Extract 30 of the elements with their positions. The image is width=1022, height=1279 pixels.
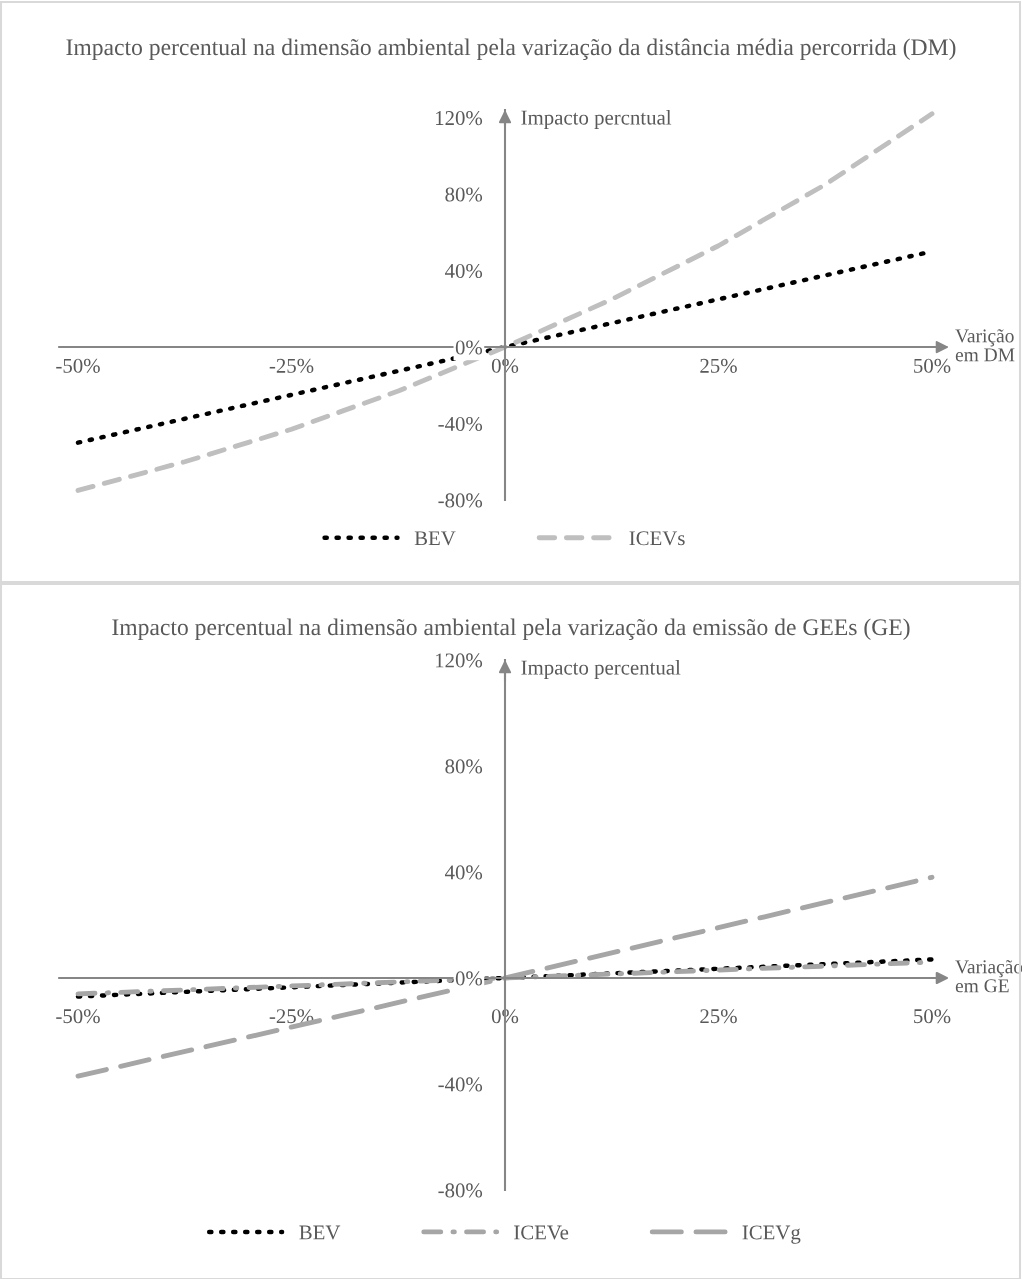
x-axis-title: Varição em DM <box>955 329 1015 362</box>
legend-label: ICEVg <box>742 1225 801 1244</box>
legend-label: BEV <box>414 531 456 546</box>
y-tick-label: -80% <box>438 1183 483 1198</box>
y-tick-label: -40% <box>438 1077 483 1092</box>
x-tick-label: 25% <box>700 1009 737 1024</box>
y-tick-label: 40% <box>445 865 483 880</box>
x-tick-label: -50% <box>56 358 100 373</box>
x-tick-label: -25% <box>269 358 314 373</box>
y-tick-label: -80% <box>438 493 483 508</box>
chart-title: Impacto percentual na dimensão ambiental pela varização da emissão de GEEs (GE) <box>112 618 910 640</box>
y-tick-label: 40% <box>445 263 483 279</box>
legend-label: ICEVe <box>514 1225 569 1240</box>
y-axis-title: Impacto percentual <box>521 660 681 679</box>
x-tick-label: 50% <box>914 358 951 373</box>
legend-label: BEV <box>299 1225 341 1240</box>
x-tick-label: 25% <box>700 358 737 373</box>
x-axis-title: Variação em GE <box>955 960 1022 993</box>
y-tick-label: 0% <box>455 971 483 986</box>
x-tick-label: 50% <box>914 1009 951 1024</box>
chart-title: Impacto percentual na dimensão ambiental pela varização da distância média percorrida (DM) <box>66 38 956 60</box>
y-tick-label: 120% <box>436 111 483 126</box>
y-tick-label: 0% <box>455 340 483 355</box>
y-tick-label: -40% <box>438 416 483 432</box>
y-tick-label: 80% <box>445 759 483 774</box>
y-axis-title: Impacto percntual <box>521 110 672 129</box>
y-tick-label: 80% <box>445 187 483 202</box>
legend-label: ICEVs <box>629 531 685 546</box>
x-tick-label: -50% <box>56 1009 100 1024</box>
y-tick-label: 120% <box>436 653 483 668</box>
